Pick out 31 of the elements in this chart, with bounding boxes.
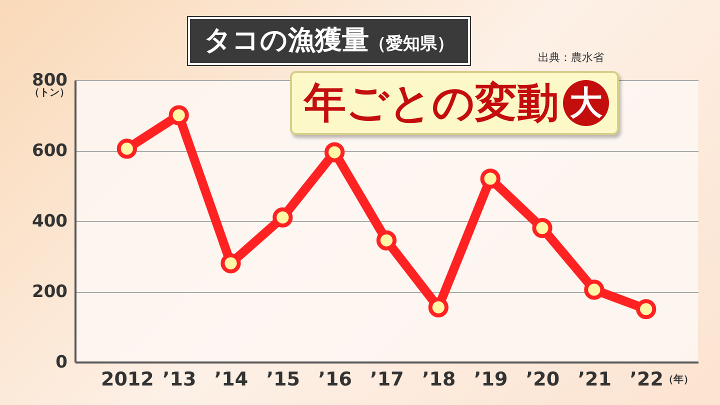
y-axis-title: （トン）	[30, 88, 70, 98]
point	[168, 105, 189, 126]
y-tick-label: 200	[32, 282, 68, 302]
point	[636, 299, 656, 320]
y-tick-label: 600	[32, 141, 68, 161]
x-tick-label: ’21	[578, 368, 612, 390]
x-tick-label: ’22	[630, 368, 664, 390]
point	[428, 297, 448, 318]
x-tick-label: ’17	[370, 368, 404, 390]
point	[116, 138, 137, 159]
point	[584, 280, 604, 300]
x-tick-label: 2012	[100, 368, 154, 390]
x-tick-label: ’14	[214, 368, 248, 390]
x-tick-label: ’16	[318, 368, 352, 390]
chart-title: タコの漁獲量（愛知県）	[188, 17, 470, 65]
annotation: 年ごとの変動大	[290, 71, 619, 135]
y-tick-label: 0	[56, 352, 68, 372]
source-note: 出典：農水省	[538, 50, 604, 65]
point	[324, 142, 345, 162]
point	[376, 230, 397, 250]
x-tick-label: ’15	[266, 368, 300, 390]
x-axis-title: （年）	[664, 374, 694, 386]
x-tick-label: ’13	[162, 368, 196, 390]
point	[480, 168, 500, 189]
x-tick-label: ’20	[526, 368, 560, 390]
y-tick-label: 400	[32, 212, 68, 232]
point	[272, 207, 293, 228]
point	[532, 218, 552, 238]
point	[220, 253, 241, 274]
x-tick-label: ’18	[422, 368, 456, 390]
x-tick-label: ’19	[474, 368, 508, 390]
